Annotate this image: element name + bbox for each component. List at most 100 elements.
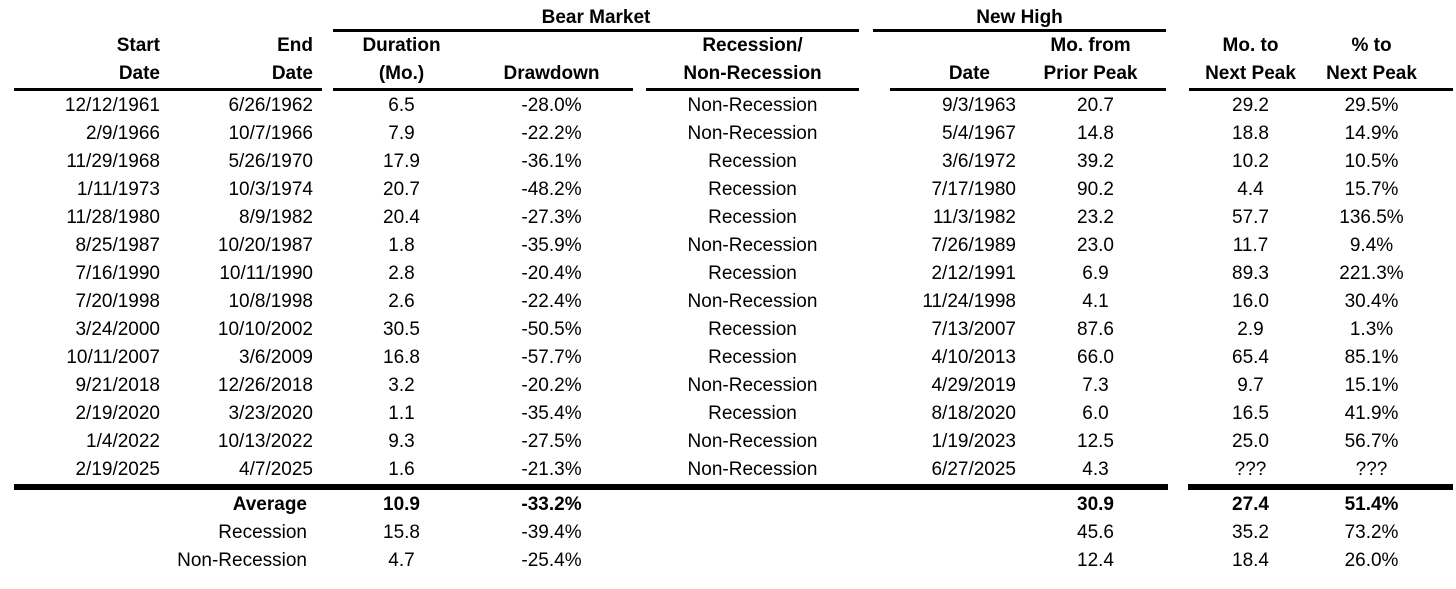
cell-mo-from-prior-peak: 90.2 xyxy=(1077,179,1114,200)
cell-duration-mo: 6.5 xyxy=(388,95,415,116)
cell-new-high-date: 11/24/1998 xyxy=(922,291,1016,312)
cell-duration-mo: 17.9 xyxy=(383,151,420,172)
cell-duration-mo: 2.8 xyxy=(388,263,415,284)
summary-divider xyxy=(0,484,1456,491)
cell-drawdown: -22.4% xyxy=(521,291,582,312)
cell-pct-to-next-peak: 29.5% xyxy=(1344,95,1399,116)
summary-label: Non-Recession xyxy=(177,550,307,571)
summary-divider-right xyxy=(1188,484,1453,490)
cell-mo-to-next-peak: 65.4 xyxy=(1232,347,1269,368)
cell-mo-from-prior-peak: 12.5 xyxy=(1077,431,1114,452)
cell-new-high-date: 2/12/1991 xyxy=(931,263,1016,284)
cell-pct-to-next-peak: ??? xyxy=(1355,459,1388,480)
cell-drawdown: -35.4% xyxy=(521,403,582,424)
cell-end-date: 3/23/2020 xyxy=(228,403,313,424)
col-header-recession-type: Recession/ Non-Recession xyxy=(683,35,822,84)
group-header-row: Bear Market New High xyxy=(0,6,1456,32)
cell-new-high-date: 9/3/1963 xyxy=(942,95,1016,116)
spacer xyxy=(633,32,646,88)
cell-mo-from-prior-peak: 4.1 xyxy=(1082,291,1109,312)
table-row: 1/11/1973 10/3/1974 20.7 -48.2% Recessio… xyxy=(0,176,1456,204)
cell-mo-from-prior-peak: 66.0 xyxy=(1077,347,1114,368)
cell-end-date: 3/6/2009 xyxy=(239,347,313,368)
cell-start-date: 2/9/1966 xyxy=(86,123,160,144)
col-header-duration: Duration (Mo.) xyxy=(362,35,441,84)
summary-duration: 10.9 xyxy=(383,494,420,515)
spacer xyxy=(859,6,873,32)
summary-label: Recession xyxy=(218,522,307,543)
cell-start-date: 1/11/1973 xyxy=(76,179,160,200)
table-row: 11/29/1968 5/26/1970 17.9 -36.1% Recessi… xyxy=(0,148,1456,176)
table-row: 1/4/2022 10/13/2022 9.3 -27.5% Non-Reces… xyxy=(0,428,1456,456)
summary-duration: 4.7 xyxy=(388,550,415,571)
table-row: 3/24/2000 10/10/2002 30.5 -50.5% Recessi… xyxy=(0,316,1456,344)
cell-recession-type: Non-Recession xyxy=(687,375,818,396)
cell-recession-type: Non-Recession xyxy=(687,431,818,452)
cell-pct-to-next-peak: 10.5% xyxy=(1344,151,1399,172)
cell-recession-type: Non-Recession xyxy=(687,459,818,480)
col-header-pct-to-next-peak: % to Next Peak xyxy=(1326,35,1417,84)
cell-new-high-date: 8/18/2020 xyxy=(931,403,1016,424)
cell-drawdown: -28.0% xyxy=(521,95,582,116)
table-row: 2/19/2025 4/7/2025 1.6 -21.3% Non-Recess… xyxy=(0,456,1456,484)
cell-start-date: 1/4/2022 xyxy=(86,431,160,452)
cell-recession-type: Recession xyxy=(708,319,797,340)
summary-drawdown: -33.2% xyxy=(521,494,582,515)
header-rule xyxy=(0,88,1456,92)
cell-mo-to-next-peak: 25.0 xyxy=(1232,431,1269,452)
table-row: 10/11/2007 3/6/2009 16.8 -57.7% Recessio… xyxy=(0,344,1456,372)
cell-recession-type: Non-Recession xyxy=(687,95,818,116)
summary-next-peak-mo: 18.4 xyxy=(1232,550,1269,571)
cell-recession-type: Non-Recession xyxy=(687,291,818,312)
summary-prior-peak: 12.4 xyxy=(1077,550,1114,571)
cell-mo-to-next-peak: 2.9 xyxy=(1237,319,1264,340)
cell-start-date: 2/19/2025 xyxy=(75,459,160,480)
cell-end-date: 10/7/1966 xyxy=(228,123,313,144)
table-row: 7/20/1998 10/8/1998 2.6 -22.4% Non-Reces… xyxy=(0,288,1456,316)
cell-duration-mo: 1.6 xyxy=(388,459,415,480)
cell-start-date: 9/21/2018 xyxy=(75,375,160,396)
cell-end-date: 10/11/1990 xyxy=(219,263,313,284)
cell-duration-mo: 2.6 xyxy=(388,291,415,312)
table-row: 7/16/1990 10/11/1990 2.8 -20.4% Recessio… xyxy=(0,260,1456,288)
cell-pct-to-next-peak: 221.3% xyxy=(1339,263,1404,284)
cell-start-date: 8/25/1987 xyxy=(75,235,160,256)
col-header-mo-from-prior-peak: Mo. from Prior Peak xyxy=(1043,35,1138,84)
cell-duration-mo: 1.1 xyxy=(388,403,415,424)
cell-mo-to-next-peak: 10.2 xyxy=(1232,151,1269,172)
cell-recession-type: Recession xyxy=(708,207,797,228)
cell-end-date: 6/26/1962 xyxy=(228,95,313,116)
cell-drawdown: -20.4% xyxy=(521,263,582,284)
cell-mo-to-next-peak: ??? xyxy=(1234,459,1267,480)
cell-start-date: 12/12/1961 xyxy=(64,95,160,116)
cell-recession-type: Recession xyxy=(708,263,797,284)
cell-mo-from-prior-peak: 7.3 xyxy=(1082,375,1109,396)
cell-mo-from-prior-peak: 23.0 xyxy=(1077,235,1114,256)
spacer xyxy=(0,6,333,32)
cell-new-high-date: 7/13/2007 xyxy=(931,319,1016,340)
group-header-new-high: New High xyxy=(873,6,1166,32)
cell-new-high-date: 7/17/1980 xyxy=(931,179,1016,200)
cell-mo-to-next-peak: 11.7 xyxy=(1232,235,1269,256)
cell-pct-to-next-peak: 9.4% xyxy=(1349,235,1394,256)
cell-start-date: 3/24/2000 xyxy=(75,319,160,340)
cell-mo-to-next-peak: 57.7 xyxy=(1232,207,1269,228)
cell-mo-from-prior-peak: 6.9 xyxy=(1082,263,1109,284)
cell-duration-mo: 20.4 xyxy=(383,207,420,228)
cell-recession-type: Recession xyxy=(708,151,797,172)
cell-mo-to-next-peak: 9.7 xyxy=(1237,375,1264,396)
cell-mo-to-next-peak: 89.3 xyxy=(1232,263,1269,284)
cell-end-date: 5/26/1970 xyxy=(228,151,313,172)
cell-drawdown: -27.3% xyxy=(521,207,582,228)
cell-end-date: 10/13/2022 xyxy=(217,431,313,452)
cell-end-date: 10/8/1998 xyxy=(228,291,313,312)
summary-next-peak-mo: 35.2 xyxy=(1232,522,1269,543)
cell-drawdown: -35.9% xyxy=(521,235,582,256)
summary-row-non-recession: Non-Recession 4.7 -25.4% 12.4 18.4 26.0% xyxy=(0,547,1456,575)
cell-start-date: 7/16/1990 xyxy=(75,263,160,284)
cell-recession-type: Recession xyxy=(708,347,797,368)
cell-drawdown: -57.7% xyxy=(521,347,582,368)
cell-new-high-date: 3/6/1972 xyxy=(942,151,1016,172)
cell-mo-from-prior-peak: 39.2 xyxy=(1077,151,1114,172)
cell-start-date: 2/19/2020 xyxy=(75,403,160,424)
